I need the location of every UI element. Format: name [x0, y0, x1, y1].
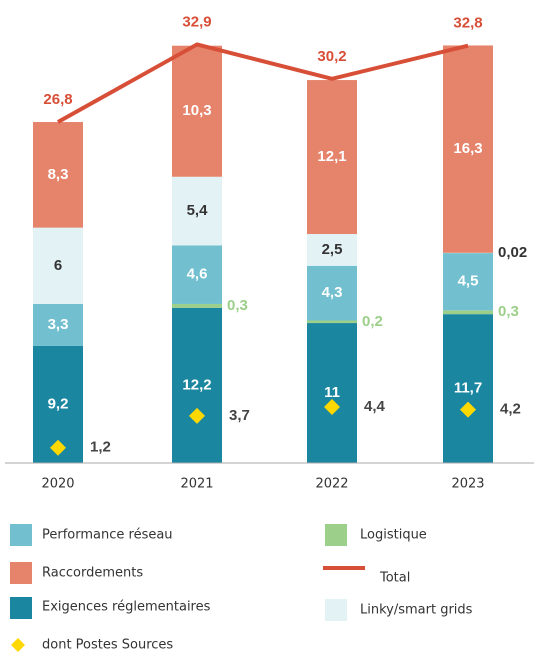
marker — [324, 399, 340, 416]
legend-label: Exigences réglementaires — [42, 600, 211, 615]
bar-segment — [307, 320, 357, 324]
total-label: 32,8 — [453, 15, 482, 32]
total-label: 30,2 — [317, 48, 346, 65]
legend-swatch — [10, 524, 32, 546]
legend-swatch — [10, 597, 32, 619]
x-tick-label: 2022 — [315, 477, 348, 492]
bar-segment — [172, 176, 222, 246]
marker — [460, 401, 476, 418]
marker — [50, 439, 66, 456]
data-label: 16,3 — [453, 140, 482, 157]
bar-segment — [443, 310, 493, 315]
data-label: 12,1 — [317, 148, 346, 165]
legend: Performance réseau Logistique Raccordeme… — [10, 524, 473, 653]
total-label: 26,8 — [43, 91, 72, 108]
legend-label: Performance réseau — [42, 528, 173, 543]
data-label: 6 — [54, 257, 62, 274]
data-label: 4,3 — [322, 284, 343, 301]
data-label: 9,2 — [48, 395, 69, 412]
bar-segment — [33, 303, 83, 346]
marker-label: 1,2 — [90, 439, 111, 456]
data-label: 0,3 — [498, 303, 519, 320]
bar-segment — [33, 227, 83, 304]
data-label: 11,7 — [454, 380, 482, 397]
legend-label: Raccordements — [42, 566, 143, 581]
data-label: 3,3 — [48, 316, 69, 333]
data-label: 8,3 — [48, 166, 69, 183]
data-label: 0,3 — [227, 297, 248, 314]
legend-swatch — [325, 599, 347, 621]
data-label: 10,3 — [182, 102, 211, 119]
data-label: 2,5 — [322, 241, 343, 258]
bar-segment — [172, 307, 222, 463]
total-label: 32,9 — [182, 13, 211, 30]
data-label: 12,2 — [182, 376, 211, 393]
marker-label: 4,2 — [500, 401, 521, 418]
legend-label: dont Postes Sources — [42, 638, 173, 653]
legend-swatch — [11, 638, 25, 652]
legend-label: Linky/smart grids — [360, 603, 473, 618]
bar-segment — [33, 122, 83, 228]
data-label: 0,02 — [498, 244, 527, 261]
legend-swatch — [10, 562, 32, 584]
bar-segment — [443, 253, 493, 311]
marker-label: 3,7 — [229, 407, 250, 424]
bar-segment — [307, 234, 357, 266]
x-tick-label: 2023 — [451, 477, 484, 492]
data-label: 0,2 — [362, 313, 383, 330]
bar-segment — [443, 45, 493, 253]
data-label: 4,5 — [458, 273, 479, 290]
legend-label: Logistique — [360, 528, 427, 543]
marker-label: 4,4 — [364, 398, 386, 415]
data-label: 11 — [324, 384, 340, 401]
bar-segment — [307, 265, 357, 321]
bar-segment — [172, 303, 222, 308]
bar-segment — [172, 45, 222, 177]
data-label: 5,4 — [187, 202, 209, 219]
legend-swatch — [325, 524, 347, 546]
x-tick-label: 2020 — [41, 477, 74, 492]
marker — [189, 407, 205, 424]
total-line — [57, 42, 469, 124]
bar-segment — [443, 314, 493, 463]
bar-segment — [172, 245, 222, 304]
bar-segment — [307, 80, 357, 234]
bar-segment — [307, 323, 357, 463]
data-label: 4,6 — [187, 266, 208, 283]
legend-label: Total — [379, 571, 410, 586]
x-tick-label: 2021 — [180, 477, 213, 492]
